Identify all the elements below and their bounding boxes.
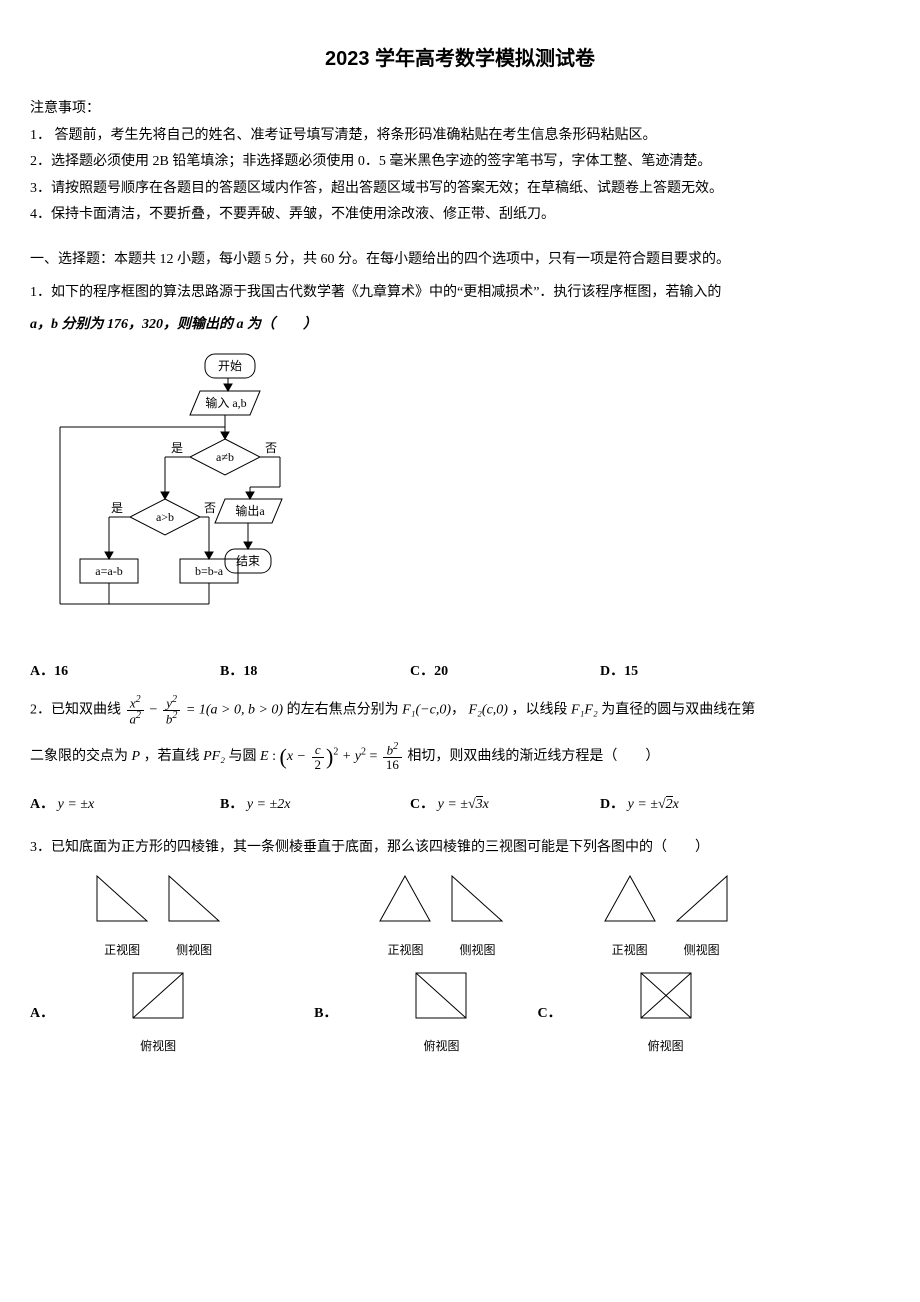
c-side-label: 侧视图 <box>672 939 732 962</box>
q2-mid1: 的左右焦点分别为 <box>287 703 399 718</box>
fc-no-2: 否 <box>204 501 216 515</box>
q2-l2c: 与圆 <box>229 749 257 764</box>
a-side-icon <box>164 871 224 926</box>
q2-opt-d: D． y = ±√2x <box>600 792 750 819</box>
b-top-label: 俯视图 <box>411 1035 471 1058</box>
q1-options: A．16 B．18 C．20 D．15 <box>30 659 890 686</box>
q2-f1f2: F₁F₂ <box>571 703 598 718</box>
q2-cond: = 1(a > 0, b > 0) <box>186 703 283 718</box>
lparen: ( <box>280 744 287 769</box>
question-2: 2．已知双曲线 x2a2 − y2b2 = 1(a > 0, b > 0) 的左… <box>30 695 890 726</box>
q2-f1: F₁(−c,0) <box>402 703 451 718</box>
c-front-icon <box>600 871 660 926</box>
fc-end: 结束 <box>236 554 260 568</box>
q2-P: P <box>132 749 141 764</box>
a-top-icon <box>128 968 188 1023</box>
fc-cond1: a≠b <box>216 450 234 464</box>
q2-opt-c: C． y = ±√3x <box>410 792 560 819</box>
b-front-label: 正视图 <box>375 939 435 962</box>
notice-item-3: 3．请按照题号顺序在各题目的答题区域内作答，超出答题区域书写的答案无效；在草稿纸… <box>30 176 890 203</box>
notice-item-1: 1． 答题前，考生先将自己的姓名、准考证号填写清楚，将条形码准确粘贴在考生信息条… <box>30 123 890 150</box>
q2-l2d: 相切，则双曲线的渐近线方程是（ ） <box>407 749 659 764</box>
q1-opt-a: A．16 <box>30 659 180 686</box>
page-title: 2023 学年高考数学模拟测试卷 <box>30 40 890 78</box>
section-1-heading: 一、选择题：本题共 12 小题，每小题 5 分，共 60 分。在每小题给出的四个… <box>30 247 890 274</box>
b-side-label: 侧视图 <box>447 939 507 962</box>
sq1: 2 <box>333 747 338 758</box>
notice-item-4: 4．保持卡面清洁，不要折叠，不要弄破、弄皱，不准使用涂改液、修正带、刮纸刀。 <box>30 202 890 229</box>
plus-y2: + y <box>342 749 361 764</box>
fc-yes-2: 是 <box>111 501 123 515</box>
b-side-icon <box>447 871 507 926</box>
q1-opt-b: B．18 <box>220 659 370 686</box>
a-top-label: 俯视图 <box>128 1035 188 1058</box>
q2-opt-b: B． y = ±2x <box>220 792 370 819</box>
q2-frac-b16: b216 <box>383 742 402 772</box>
q3-opt-c: 正视图 侧视图 俯视图 <box>600 871 732 1058</box>
question-3: 3．已知底面为正方形的四棱锥，其一条侧棱垂直于底面，那么该四棱锥的三视图可能是下… <box>30 835 890 862</box>
b-front-icon <box>375 871 435 926</box>
q1-text-a: 1．如下的程序框图的算法思路源于我国古代数学著《九章算术》中的“更相减损术”．执… <box>30 285 721 300</box>
q2-E: E <box>260 749 269 764</box>
fc-no-1: 否 <box>265 441 277 455</box>
notice-item-2: 2．选择题必须使用 2B 铅笔填涂；非选择题必须使用 0．5 毫米黑色字迹的签字… <box>30 149 890 176</box>
fc-out: 输出a <box>235 503 265 518</box>
q3-opt-b-label: B． <box>314 1001 337 1058</box>
question-1: 1．如下的程序框图的算法思路源于我国古代数学著《九章算术》中的“更相减损术”．执… <box>30 280 890 307</box>
fc-cond2: a>b <box>156 510 174 524</box>
flowchart: 开始 输入 a,b a≠b 是 否 a>b 是 否 输出a 结束 a=a-b b… <box>50 349 890 649</box>
q2-f2: F₂(c,0) <box>468 703 507 718</box>
b-top-icon <box>411 968 471 1023</box>
q3-figures: A． 正视图 侧视图 俯视图 B． 正视图 侧视图 <box>30 871 890 1058</box>
c-top-icon <box>636 968 696 1023</box>
sq2: 2 <box>361 747 366 758</box>
c-top-label: 俯视图 <box>636 1035 696 1058</box>
q3-opt-a: 正视图 侧视图 俯视图 <box>92 871 224 1058</box>
fc-start: 开始 <box>218 359 242 373</box>
q2-mid2: ，以线段 <box>511 703 567 718</box>
fc-input: 输入 a,b <box>205 395 246 410</box>
eq-sign: = <box>370 749 381 764</box>
fc-assign1: a=a-b <box>95 564 122 578</box>
q2-line2: 二象限的交点为 P ，若直线 PF₂ 与圆 E : (x − c2)2 + y2… <box>30 736 890 778</box>
a-front-label: 正视图 <box>92 939 152 962</box>
q2-frac1: x2a2 <box>127 695 145 726</box>
c-front-label: 正视图 <box>600 939 660 962</box>
fc-assign2: b=b-a <box>195 564 224 578</box>
notice-heading: 注意事项： <box>30 96 890 123</box>
q2-options: A． y = ±x B． y = ±2x C． y = ±√3x D． y = … <box>30 792 890 819</box>
a-side-label: 侧视图 <box>164 939 224 962</box>
q2-PF2: PF₂ <box>203 749 225 764</box>
q2-mid3: 为直径的圆与双曲线在第 <box>601 703 755 718</box>
c-side-icon <box>672 871 732 926</box>
fc-yes-1: 是 <box>171 441 183 455</box>
q2-frac2: y2b2 <box>163 695 181 726</box>
q3-opt-b: 正视图 侧视图 俯视图 <box>375 871 507 1058</box>
q2-l2b: ，若直线 <box>144 749 200 764</box>
q1-opt-c: C．20 <box>410 659 560 686</box>
q2-pre: 2．已知双曲线 <box>30 703 121 718</box>
minus-sign: − <box>150 703 158 718</box>
q2-opt-a: A． y = ±x <box>30 792 180 819</box>
q3-opt-c-label: C． <box>537 1001 561 1058</box>
q2-l2a: 二象限的交点为 <box>30 749 128 764</box>
a-front-icon <box>92 871 152 926</box>
q1-text-b: a，b 分别为 176，320，则输出的 a 为（ ） <box>30 317 317 332</box>
q1-opt-d: D．15 <box>600 659 750 686</box>
q2-frac-c2: c2 <box>312 743 325 771</box>
q2-x: x − <box>287 749 306 764</box>
q3-opt-a-label: A． <box>30 1001 54 1058</box>
